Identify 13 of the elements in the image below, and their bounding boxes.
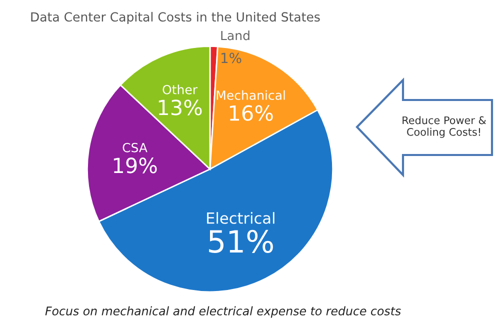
slice-label: Land [221, 30, 250, 40]
text: Reduce Power & Cooling Costs! [402, 116, 486, 138]
slice-label: Mechanical [216, 90, 285, 100]
data-label: 1% [222, 52, 242, 64]
chart-title: Data Center Capital Costs in the United States [31, 12, 320, 24]
slice-label: Other [162, 84, 198, 94]
data-label: 16% [230, 105, 273, 121]
data-label: 19% [114, 158, 157, 174]
slice-label: Electrical [207, 212, 274, 224]
data-label: 13% [158, 100, 202, 116]
text: Focus on mechanical and electrical expense to reduce costs [45, 306, 401, 318]
slice-label: CSA [122, 142, 148, 152]
data-label: 51% [209, 230, 273, 253]
